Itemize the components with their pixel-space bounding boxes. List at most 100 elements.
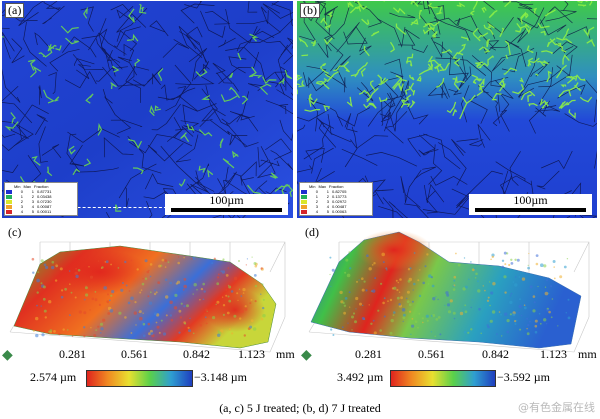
legend-fraction: 0.87731 xyxy=(37,189,52,194)
texture-dot xyxy=(501,335,503,337)
texture-dot xyxy=(366,254,369,257)
texture-dot xyxy=(329,273,331,276)
texture-dot xyxy=(217,273,220,276)
texture-dot xyxy=(245,264,247,266)
texture-dot xyxy=(368,267,372,271)
texture-dot xyxy=(512,313,516,317)
texture-line xyxy=(426,1,441,35)
texture-line xyxy=(526,45,534,53)
texture-dot xyxy=(167,261,170,264)
texture-dot xyxy=(449,299,453,303)
texture-dot xyxy=(183,278,187,281)
texture-dot xyxy=(477,280,479,283)
texture-dot xyxy=(226,311,230,315)
texture-dot xyxy=(48,313,51,316)
texture-dot xyxy=(242,292,245,294)
texture-dot xyxy=(457,263,461,267)
x-tick-label: 1.123 xyxy=(238,347,265,361)
texture-line xyxy=(55,45,62,51)
legend-fraction: 0.03438 xyxy=(37,194,52,199)
texture-line xyxy=(128,138,143,150)
texture-line xyxy=(202,61,210,74)
texture-line xyxy=(312,43,316,47)
texture-line xyxy=(370,80,376,91)
texture-line xyxy=(378,205,404,218)
texture-dot xyxy=(506,252,509,255)
texture-line xyxy=(81,28,108,46)
texture-dot xyxy=(42,297,46,301)
texture-line xyxy=(102,88,113,104)
texture-line xyxy=(64,70,97,89)
texture-line xyxy=(577,1,583,4)
texture-dot xyxy=(211,262,214,265)
texture-line xyxy=(556,41,574,54)
peak-region xyxy=(356,230,432,270)
texture-line xyxy=(346,96,353,108)
texture-dot xyxy=(471,299,473,301)
texture-line xyxy=(62,36,97,58)
texture-line xyxy=(238,30,275,54)
x-tick-label: 0.281 xyxy=(355,347,382,361)
texture-dot xyxy=(43,309,47,313)
scale-bar-line xyxy=(171,208,282,212)
texture-line xyxy=(363,45,370,57)
texture-dot xyxy=(39,287,42,290)
panel-b: (b) Min Max Fraction 0 1 0.82705 1 2 0.13773… xyxy=(297,1,597,218)
texture-dot xyxy=(215,303,217,306)
texture-line xyxy=(277,44,293,90)
texture-dot xyxy=(527,324,530,327)
texture-line xyxy=(263,72,285,96)
texture-dot xyxy=(262,314,266,318)
texture-dot xyxy=(487,296,490,299)
texture-line xyxy=(423,22,435,30)
texture-dot xyxy=(110,294,113,297)
texture-line xyxy=(341,148,378,166)
texture-dot xyxy=(354,320,357,324)
texture-line xyxy=(60,25,79,34)
texture-dot xyxy=(406,290,410,294)
legend-header: Fraction xyxy=(34,184,49,189)
texture-dot xyxy=(362,304,364,307)
watermark: @有色金属在线 xyxy=(518,401,595,414)
texture-dot xyxy=(453,317,456,320)
texture-dot xyxy=(342,301,345,305)
texture-line xyxy=(240,175,254,186)
texture-line xyxy=(259,83,272,95)
texture-line xyxy=(317,43,332,58)
texture-line xyxy=(278,78,285,85)
texture-dot xyxy=(395,279,398,282)
texture-line xyxy=(475,78,483,82)
texture-dot xyxy=(491,255,494,259)
texture-line xyxy=(72,168,81,176)
texture-dot xyxy=(244,305,247,308)
texture-line xyxy=(247,184,262,195)
texture-dot xyxy=(222,258,225,261)
texture-dot xyxy=(32,329,35,332)
texture-dot xyxy=(385,267,388,270)
texture-line xyxy=(205,85,230,127)
texture-dot xyxy=(216,300,220,304)
texture-dot xyxy=(180,302,183,305)
panel-label: (a) xyxy=(5,3,25,18)
texture-dot xyxy=(419,269,421,271)
texture-dot xyxy=(474,267,476,270)
texture-dot xyxy=(75,274,79,279)
texture-line xyxy=(218,37,236,48)
texture-line xyxy=(560,84,567,88)
texture-dot xyxy=(111,290,115,294)
texture-dot xyxy=(545,323,548,325)
texture-line xyxy=(211,212,238,218)
texture-dot xyxy=(251,256,253,258)
texture-line xyxy=(252,74,263,79)
texture-line xyxy=(389,12,416,18)
texture-line xyxy=(383,92,396,108)
texture-line xyxy=(483,1,495,10)
texture-line xyxy=(309,99,326,132)
texture-line xyxy=(456,138,479,142)
texture-dot xyxy=(406,297,408,300)
texture-dot xyxy=(59,267,63,271)
texture-dot xyxy=(153,292,157,296)
texture-line xyxy=(347,1,354,8)
texture-line xyxy=(46,166,53,177)
